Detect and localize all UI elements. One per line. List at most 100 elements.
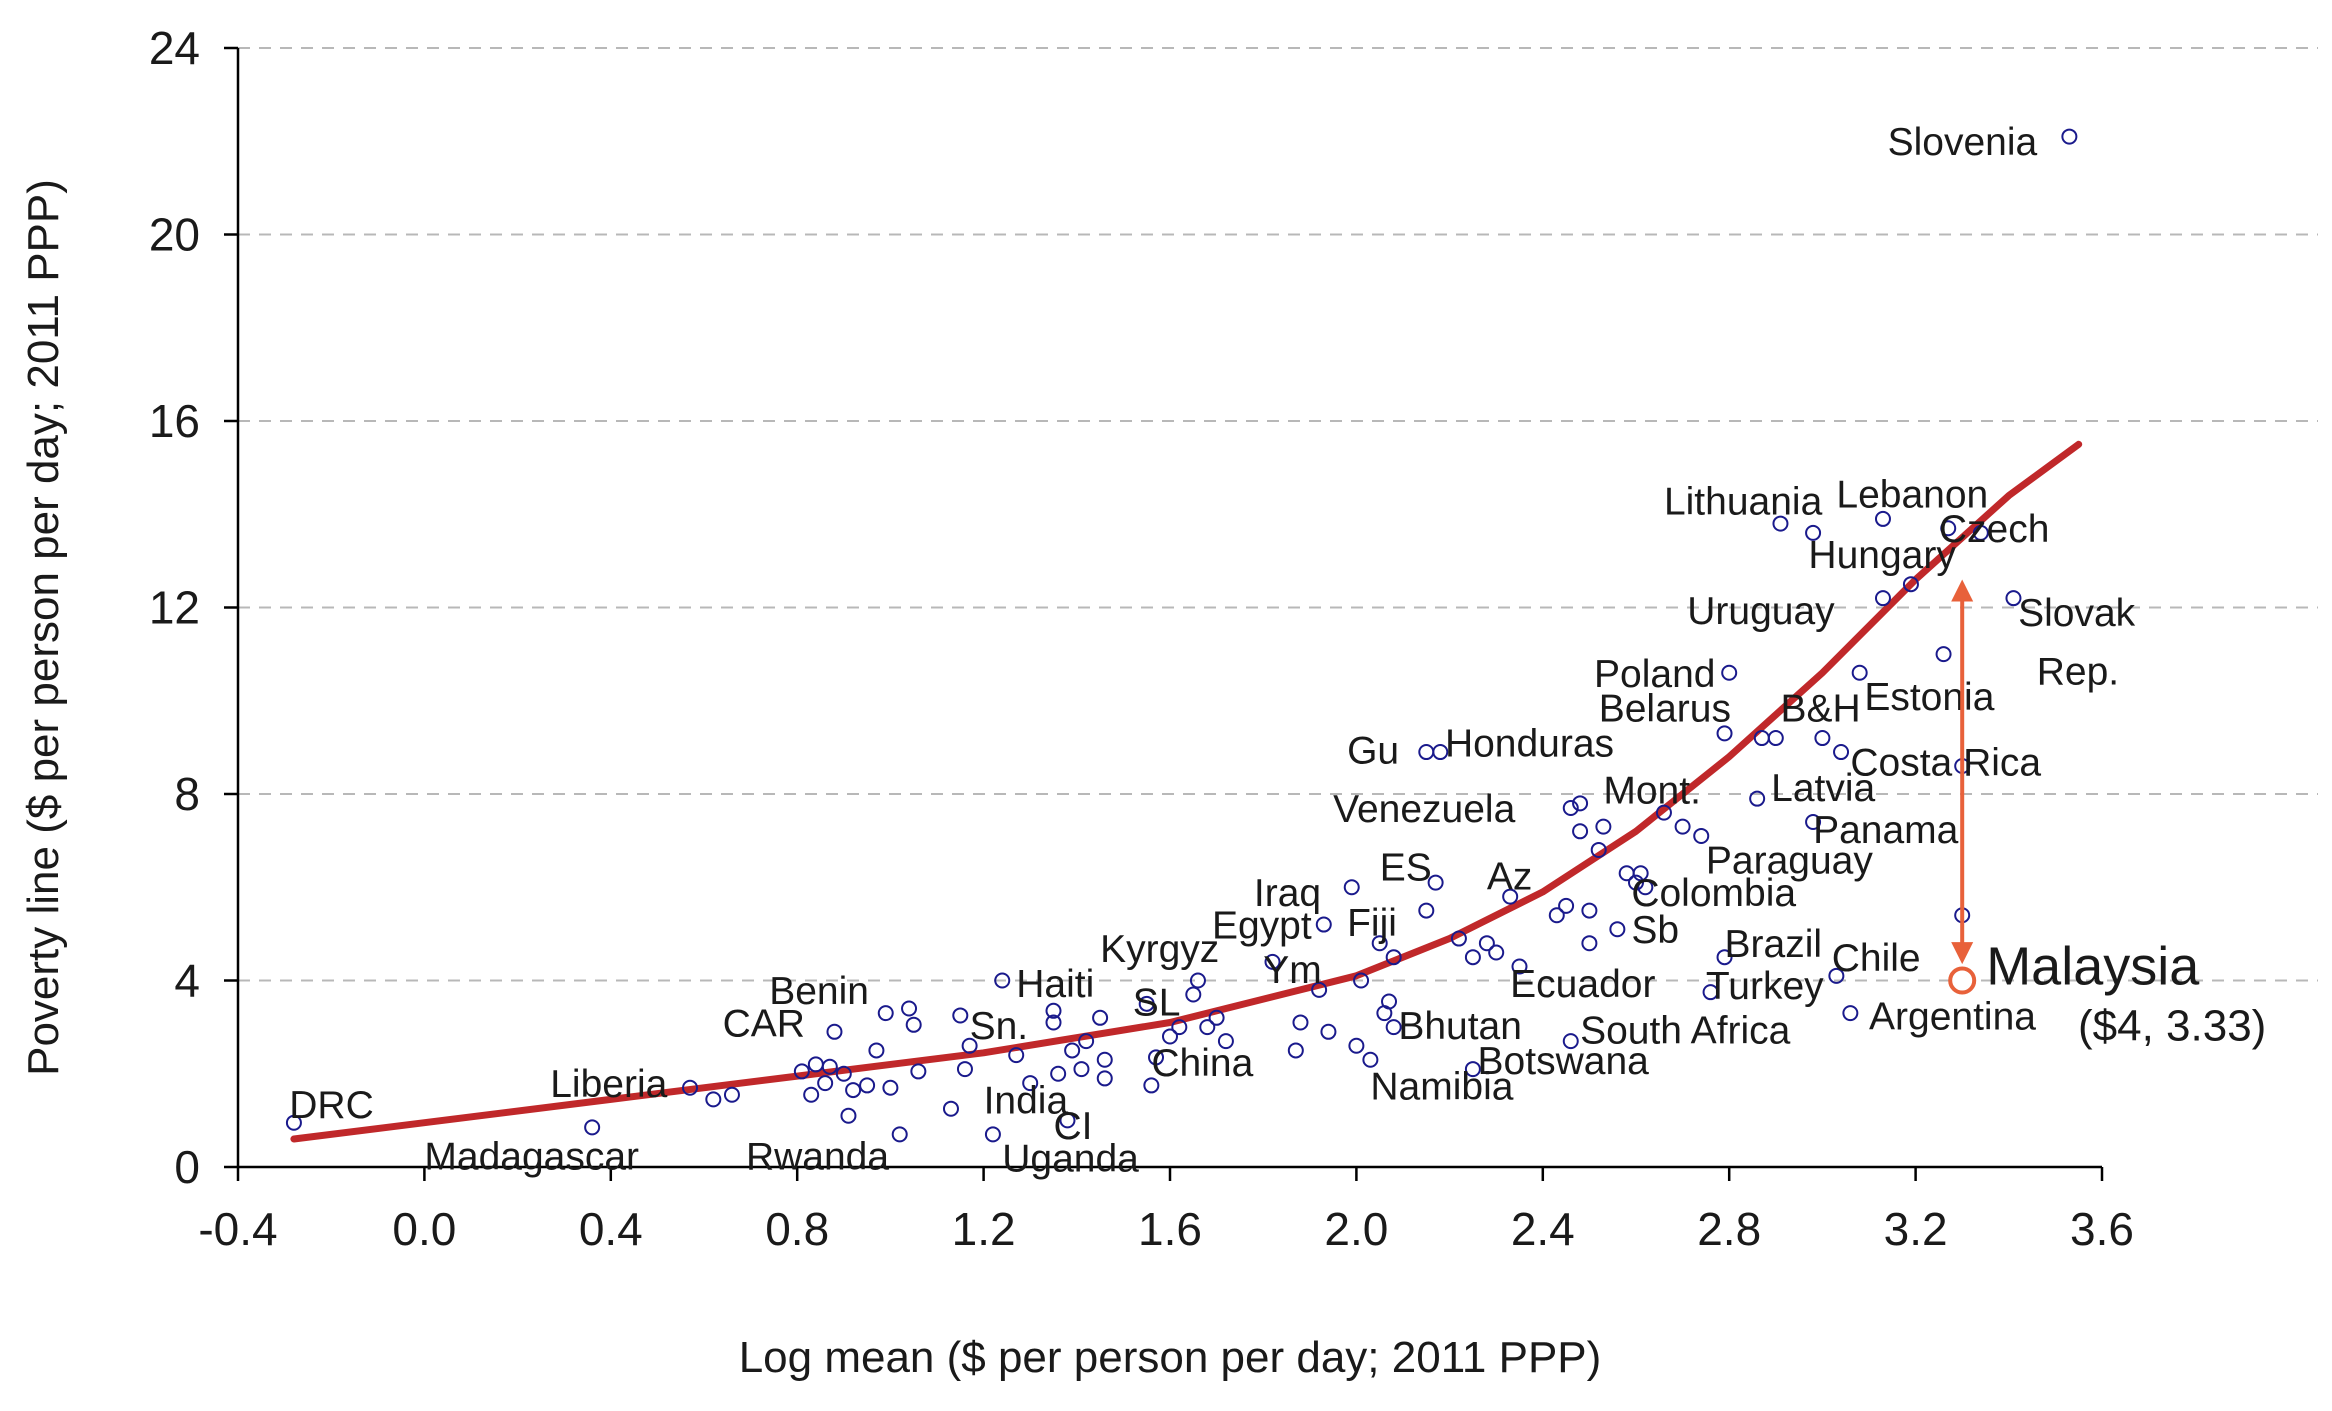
x-tick-label: 2.8 <box>1697 1203 1761 1255</box>
malaysia-marker <box>1948 966 1977 995</box>
data-point <box>1595 818 1612 835</box>
data-point <box>1311 981 1328 998</box>
data-point <box>910 1063 927 1080</box>
data-point <box>1693 827 1710 844</box>
data-point <box>1138 995 1155 1012</box>
point-label: Madagascar <box>424 1135 639 1178</box>
point-label: Botswana <box>1478 1040 1650 1083</box>
point-label: Liberia <box>550 1063 667 1106</box>
point-label: Fiji <box>1347 902 1397 945</box>
data-point <box>859 1077 876 1094</box>
data-point <box>1208 1009 1225 1026</box>
y-tick-labels: 0 4 8 12 16 20 24 <box>149 22 200 1193</box>
data-point <box>1385 1019 1402 1036</box>
data-point <box>817 1075 834 1092</box>
data-point <box>984 1126 1001 1143</box>
data-point <box>1362 1051 1379 1068</box>
data-point <box>1828 967 1845 984</box>
point-label: ES <box>1380 846 1432 889</box>
data-point <box>1511 958 1528 975</box>
point-label: DRC <box>289 1084 374 1127</box>
point-label: Slovak <box>2018 592 2136 635</box>
data-point <box>901 1000 918 1017</box>
point-label: China <box>1151 1042 1253 1085</box>
data-point <box>1558 897 1575 914</box>
data-point <box>905 1016 922 1033</box>
data-point <box>1464 949 1481 966</box>
x-tick-label: -0.4 <box>198 1203 277 1255</box>
point-label: Bhutan <box>1398 1005 1522 1048</box>
data-point <box>1749 790 1766 807</box>
data-point <box>1572 823 1589 840</box>
data-point <box>1874 590 1891 607</box>
data-point <box>584 1119 601 1136</box>
data-point <box>835 1065 852 1082</box>
data-point <box>877 1005 894 1022</box>
point-label: India <box>984 1079 1069 1122</box>
data-point <box>1185 986 1202 1003</box>
point-label: Rwanda <box>746 1135 889 1178</box>
data-point <box>1078 1033 1095 1050</box>
data-point <box>723 1086 740 1103</box>
data-point <box>1842 1005 1859 1022</box>
point-label: Colombia <box>1631 872 1796 915</box>
data-point <box>1814 730 1831 747</box>
data-point <box>1315 916 1332 933</box>
data-point <box>1022 1075 1039 1092</box>
point-label: Argentina <box>1869 995 2036 1038</box>
data-point <box>2061 128 2078 145</box>
y-tick-label: 20 <box>149 209 200 261</box>
x-tick-label: 1.6 <box>1138 1203 1202 1255</box>
data-point <box>1716 725 1733 742</box>
x-tick-label: 2.0 <box>1324 1203 1388 1255</box>
point-label: Namibia <box>1370 1065 1513 1108</box>
point-label: Latvia <box>1771 767 1875 810</box>
data-point <box>1805 813 1822 830</box>
data-point <box>1562 799 1579 816</box>
data-point <box>1972 524 1989 541</box>
arrow-up-icon <box>1951 579 1974 602</box>
data-point <box>1143 1077 1160 1094</box>
data-point <box>1450 930 1467 947</box>
x-tick-label: 3.6 <box>2070 1203 2134 1255</box>
x-axis-title: Log mean ($ per person per day; 2011 PPP… <box>739 1333 1602 1382</box>
data-point <box>826 1023 843 1040</box>
data-point <box>1767 730 1784 747</box>
data-point <box>882 1079 899 1096</box>
data-point <box>1073 1061 1090 1078</box>
data-point <box>1632 865 1649 882</box>
fit-line <box>290 440 2083 1143</box>
y-axis-title: Poverty line ($ per person per day; 2011… <box>19 179 68 1076</box>
point-label: CI <box>1054 1105 1093 1148</box>
point-label: Czech <box>1939 508 2050 551</box>
data-point <box>891 1126 908 1143</box>
data-point <box>1162 1028 1178 1045</box>
data-point <box>1189 972 1206 989</box>
data-point <box>1702 984 1719 1001</box>
data-point <box>1292 1014 1309 1031</box>
data-point <box>1581 902 1598 919</box>
y-tick-label: 4 <box>174 955 200 1007</box>
data-point <box>793 1063 810 1080</box>
point-label: Ym <box>1263 949 1322 992</box>
data-point <box>1772 515 1789 532</box>
data-points <box>285 128 2078 1143</box>
data-point <box>1902 576 1919 593</box>
point-label: Ecuador <box>1510 963 1655 1006</box>
point-label: Sb <box>1631 909 1679 952</box>
data-point <box>1418 902 1435 919</box>
data-point <box>868 1042 885 1059</box>
data-point <box>1045 1002 1062 1019</box>
point-label: Paraguay <box>1706 839 1873 882</box>
point-label: Kyrgyz <box>1100 928 1219 971</box>
data-point <box>705 1091 722 1108</box>
arrow-down-icon <box>1951 942 1974 965</box>
point-label: Brazil <box>1725 923 1823 966</box>
point-label: Haiti <box>1016 963 1094 1006</box>
data-point <box>1562 1033 1579 1050</box>
data-point <box>1264 953 1281 970</box>
data-point <box>1045 1014 1062 1031</box>
x-tick-labels: -0.4 0.0 0.4 0.8 1.2 1.6 2.0 2.4 2.8 3.2 3.6 <box>198 1203 2134 1255</box>
point-label: Slovenia <box>1888 121 2038 164</box>
data-point <box>1502 888 1519 905</box>
